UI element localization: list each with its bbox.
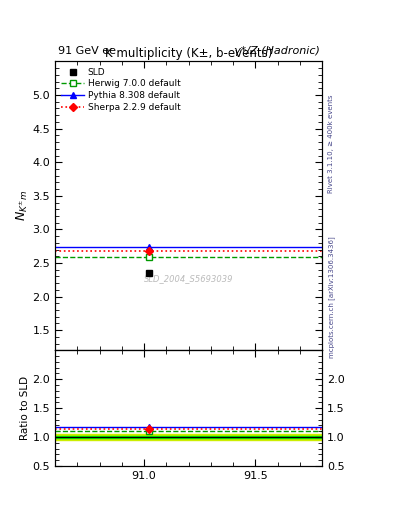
Text: γ*/Z (Hadronic): γ*/Z (Hadronic) [234, 46, 320, 56]
Y-axis label: $N_{K^{\pm}m}$: $N_{K^{\pm}m}$ [15, 190, 29, 221]
Text: 91 GeV ee: 91 GeV ee [58, 46, 116, 56]
Text: mcplots.cern.ch [arXiv:1306.3436]: mcplots.cern.ch [arXiv:1306.3436] [328, 236, 335, 358]
Y-axis label: Ratio to SLD: Ratio to SLD [20, 376, 29, 440]
Title: K multiplicity (K±, b-events): K multiplicity (K±, b-events) [105, 47, 272, 60]
Text: SLD_2004_S5693039: SLD_2004_S5693039 [144, 273, 233, 283]
Legend: SLD, Herwig 7.0.0 default, Pythia 8.308 default, Sherpa 2.2.9 default: SLD, Herwig 7.0.0 default, Pythia 8.308 … [59, 66, 182, 114]
Text: Rivet 3.1.10, ≥ 400k events: Rivet 3.1.10, ≥ 400k events [328, 94, 334, 193]
